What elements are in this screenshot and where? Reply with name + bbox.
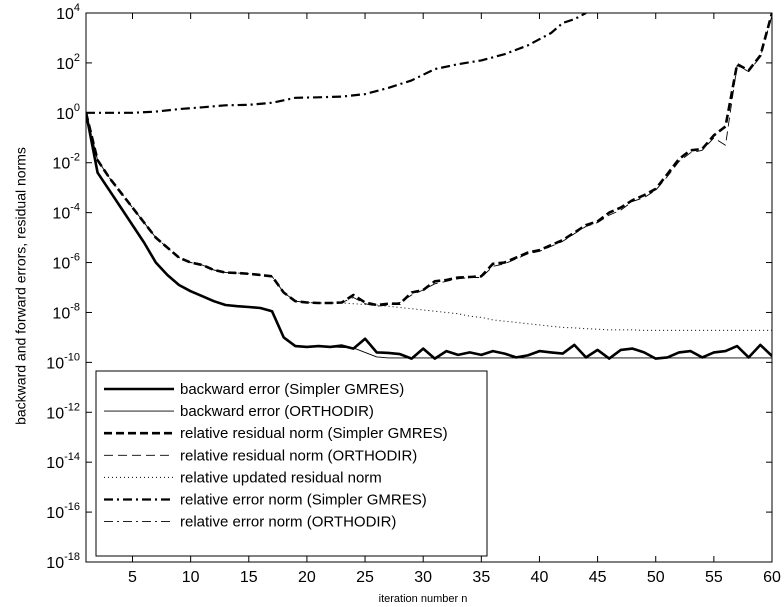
- y-tick-label: 100: [56, 102, 80, 123]
- legend-label-1: backward error (Simpler GMRES): [180, 381, 404, 398]
- x-tick-label: 45: [589, 569, 607, 586]
- x-tick-label: 15: [240, 569, 258, 586]
- y-tick-label: 104: [56, 2, 80, 23]
- x-tick-label: 35: [472, 569, 490, 586]
- y-tick-label: 10-8: [52, 301, 80, 322]
- y-tick-label: 10-12: [46, 401, 80, 422]
- series-group: [86, 13, 772, 360]
- legend-label-5: relative updated residual norm: [180, 469, 382, 486]
- legend-box: [95, 370, 488, 557]
- x-tick-label: 50: [647, 569, 665, 586]
- x-tick-label: 55: [705, 569, 723, 586]
- series-line-3: [86, 13, 772, 307]
- y-tick-label: 10-10: [46, 351, 80, 372]
- y-axis-title: backward and forward errors, residual no…: [13, 147, 29, 425]
- y-tick-label: 10-16: [46, 501, 80, 522]
- axis-ticks: 5 10 15 20 25 30 35 40 45 50 55 60 104 102 100 10-2 10-4…: [46, 2, 781, 586]
- y-tick-label: 102: [56, 52, 80, 73]
- x-axis-title: iteration number n: [379, 593, 468, 605]
- series-line-6: [86, 13, 587, 114]
- y-tick-label: 10-6: [52, 252, 80, 273]
- series-line-4: [86, 15, 772, 307]
- x-tick-label: 20: [298, 569, 316, 586]
- legend-label-2: backward error (ORTHODIR): [180, 403, 374, 420]
- x-tick-label: 25: [356, 569, 374, 586]
- y-tick-label: 10-2: [52, 152, 80, 173]
- series-line-5: [86, 112, 772, 331]
- y-axis-title-group: backward and forward errors, residual no…: [13, 147, 29, 425]
- x-tick-label: 60: [763, 569, 781, 586]
- legend-label-3: relative residual norm (Simpler GMRES): [180, 425, 448, 442]
- legend-label-6: relative error norm (Simpler GMRES): [180, 492, 427, 509]
- x-tick-label: 40: [531, 569, 549, 586]
- y-tick-label: 10-18: [46, 551, 80, 572]
- legend: backward error (Simpler GMRES) backward e…: [95, 370, 488, 557]
- legend-label-4: relative residual norm (ORTHODIR): [180, 447, 417, 464]
- x-tick-label: 5: [128, 569, 137, 586]
- plot-area: [85, 12, 773, 563]
- x-tick-label: 30: [414, 569, 432, 586]
- x-tick-label: 10: [182, 569, 200, 586]
- plot-frame: [85, 12, 773, 563]
- legend-label-7: relative error norm (ORTHODIR): [180, 514, 396, 531]
- y-tick-label: 10-14: [46, 451, 80, 472]
- series-line-7: [86, 13, 587, 114]
- series-line-2: [86, 112, 772, 359]
- y-tick-label: 10-4: [52, 202, 80, 223]
- series-line-1: [86, 112, 772, 360]
